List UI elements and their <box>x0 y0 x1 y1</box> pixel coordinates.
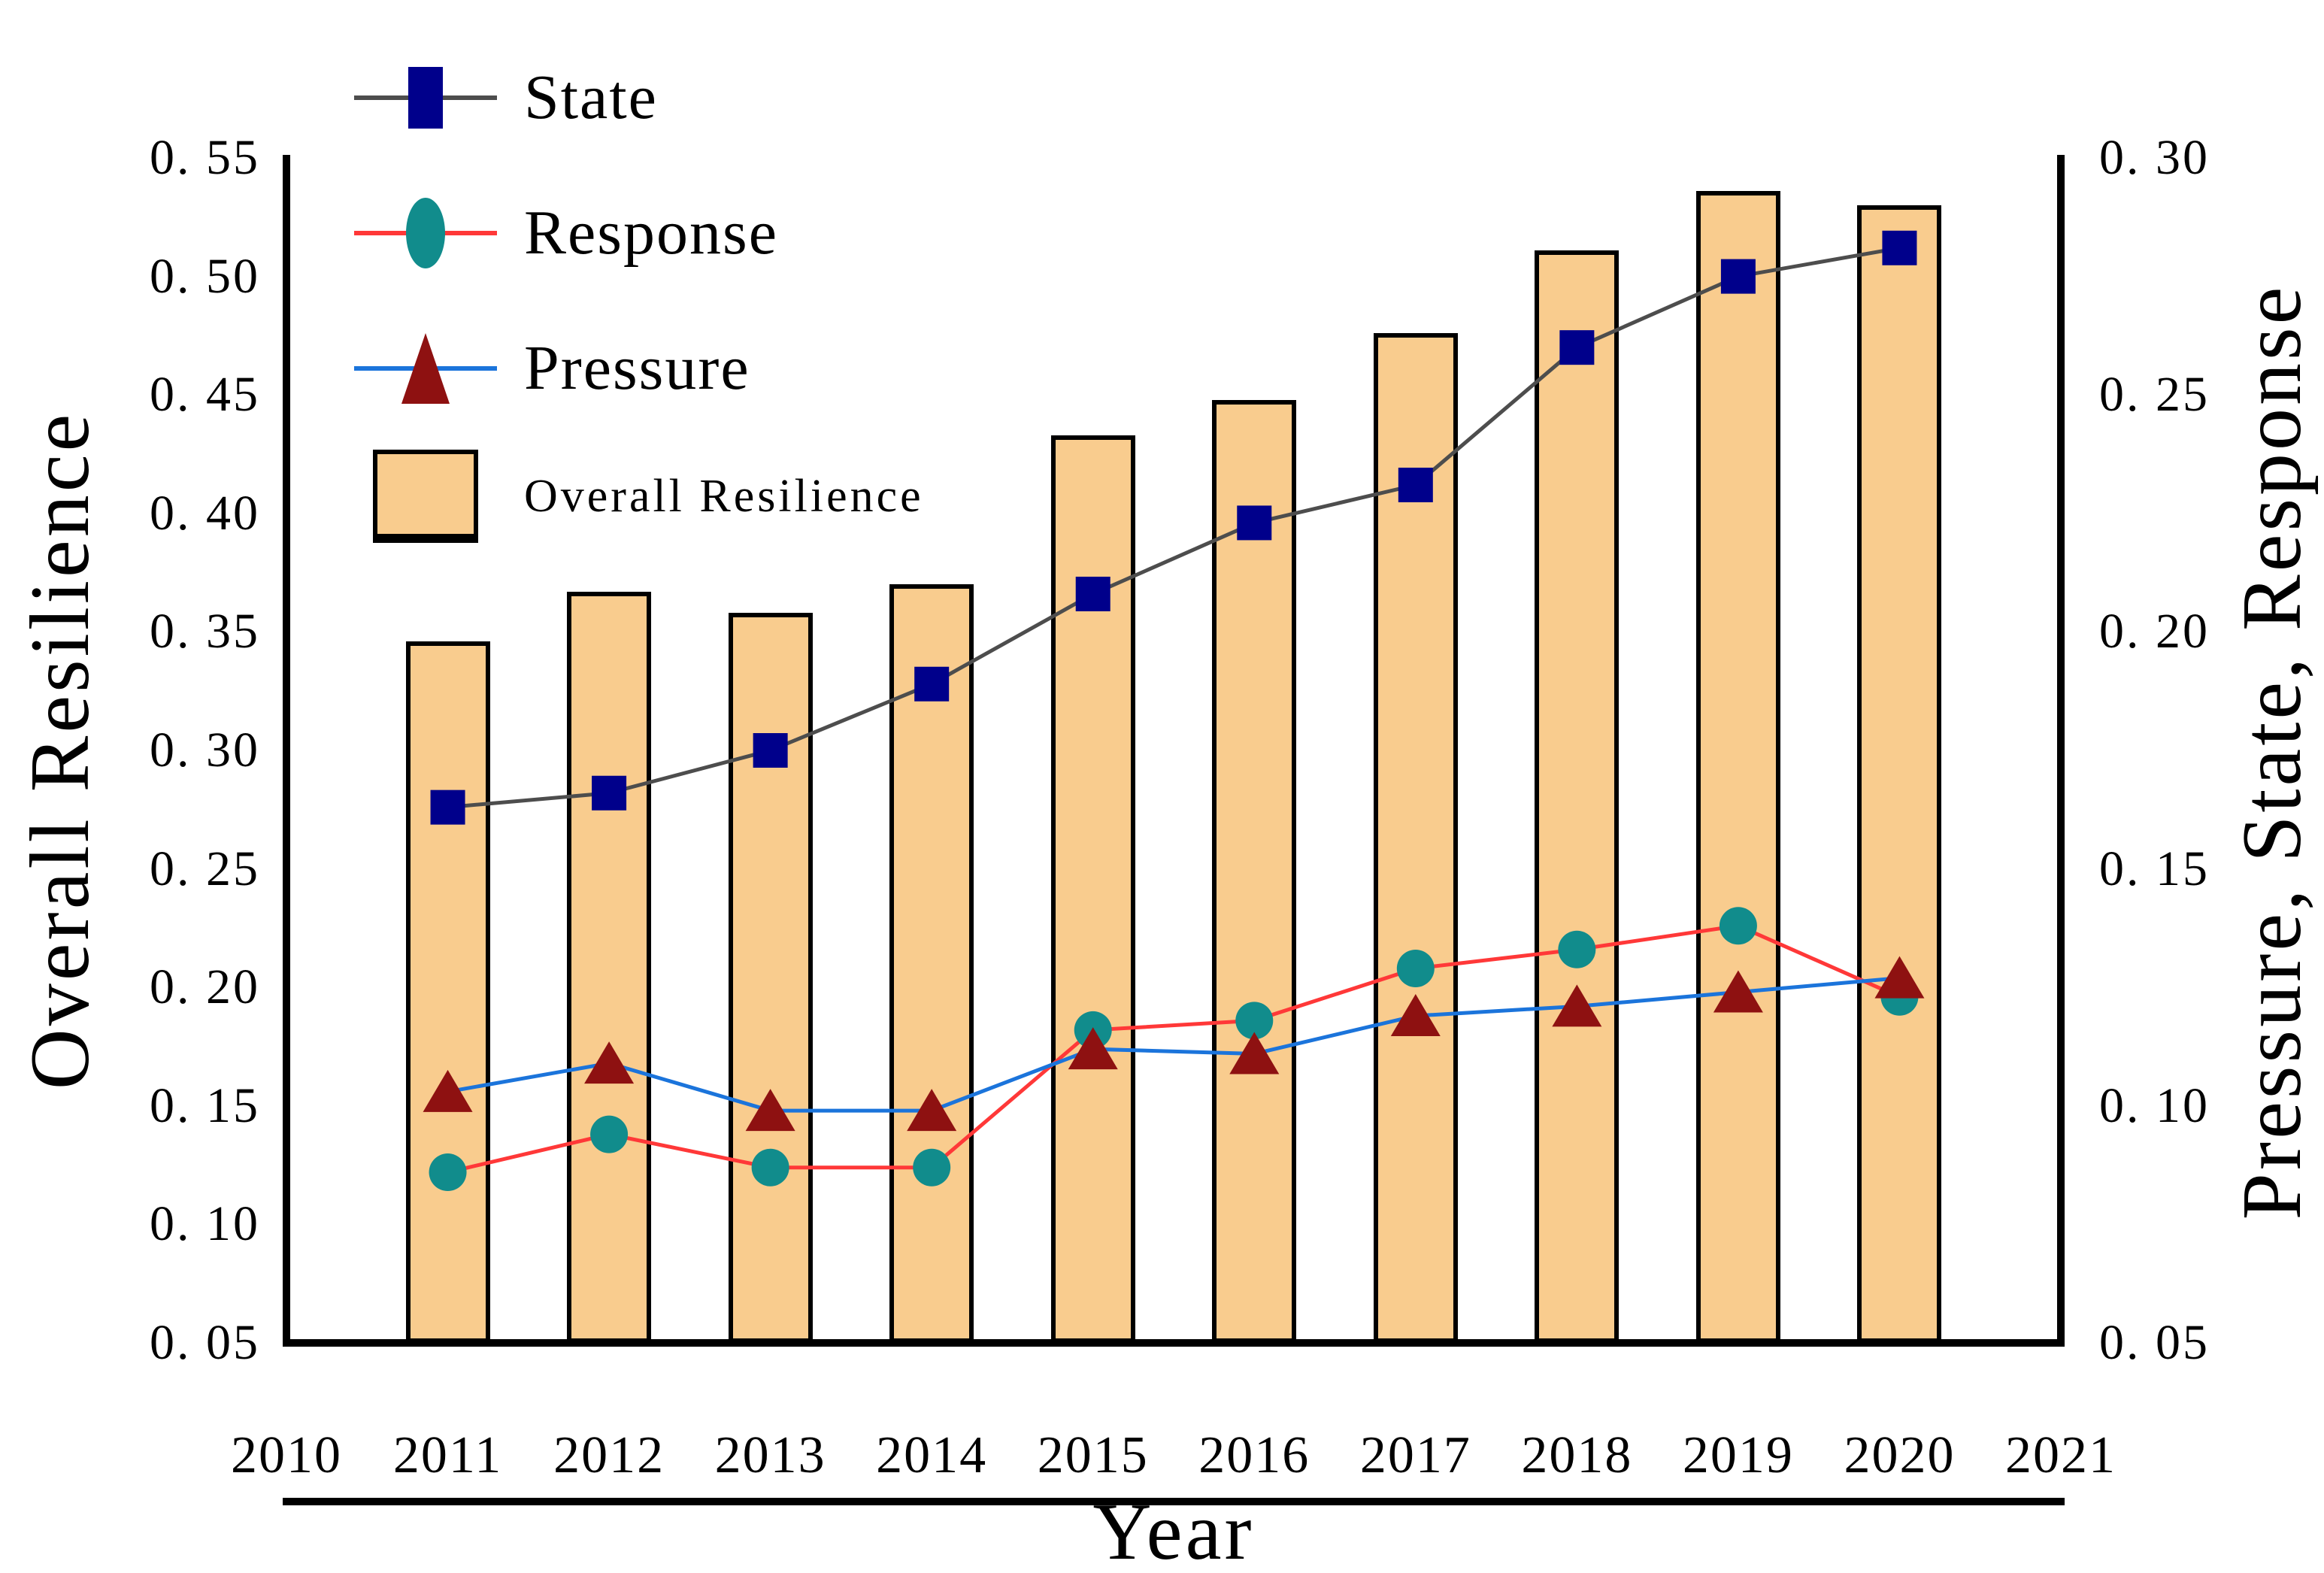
left-tick-0.10: 0. 10 <box>150 1196 260 1252</box>
bottom-axis-spine <box>283 1339 2065 1347</box>
x-axis-underline <box>283 1498 2065 1505</box>
right-tick-0.25: 0. 25 <box>2099 367 2210 423</box>
right-axis-spine <box>2057 155 2065 1347</box>
left-tick-0.55: 0. 55 <box>150 130 260 185</box>
x-tick-2020: 2020 <box>1844 1426 1956 1484</box>
state-marker-2014 <box>914 666 950 702</box>
left-tick-0.25: 0. 25 <box>150 841 260 896</box>
state-marker-2020 <box>1882 230 1917 265</box>
state-marker-2018 <box>1559 330 1595 365</box>
response-marker-2016 <box>1235 1002 1274 1040</box>
pressure-marker-2013 <box>745 1089 795 1132</box>
right-tick-0.10: 0. 10 <box>2099 1077 2210 1133</box>
bar-2019 <box>1696 191 1780 1343</box>
state-marker-2015 <box>1075 576 1110 611</box>
right-axis-title: Pressure, State, Response <box>2226 283 2319 1220</box>
x-tick-2015: 2015 <box>1037 1426 1149 1484</box>
pressure-marker-2020 <box>1874 956 1925 999</box>
left-tick-0.45: 0. 45 <box>150 367 260 423</box>
left-tick-0.40: 0. 40 <box>150 485 260 541</box>
response-marker-2011 <box>429 1153 467 1192</box>
x-axis-title: Year <box>1092 1487 1255 1573</box>
x-tick-2016: 2016 <box>1198 1426 1310 1484</box>
response-circle-icon <box>406 198 445 268</box>
state-marker-2013 <box>753 733 788 768</box>
left-tick-0.15: 0. 15 <box>150 1077 260 1133</box>
overall-resilience-swatch-icon <box>373 450 478 543</box>
left-tick-0.30: 0. 30 <box>150 723 260 777</box>
legend-item-pressure: Pressure <box>354 327 750 410</box>
state-line <box>447 246 1900 810</box>
bar-2016 <box>1212 400 1296 1343</box>
x-tick-2011: 2011 <box>392 1426 503 1484</box>
bar-2014 <box>889 584 974 1343</box>
state-marker-2012 <box>592 775 627 811</box>
pressure-triangle-icon <box>401 333 450 404</box>
bar-2020 <box>1857 205 1941 1343</box>
bar-2015 <box>1051 435 1135 1343</box>
legend-label-state: State <box>524 62 658 132</box>
pressure-marker-2017 <box>1390 994 1441 1037</box>
pressure-marker-2018 <box>1552 984 1602 1027</box>
left-tick-0.35: 0. 35 <box>150 604 260 659</box>
line-series-overlay <box>423 230 1925 1192</box>
bar-2018 <box>1535 250 1619 1343</box>
state-marker-2016 <box>1237 505 1272 541</box>
x-tick-2019: 2019 <box>1682 1426 1794 1484</box>
response-marker-2017 <box>1396 949 1435 987</box>
state-marker-2011 <box>430 790 465 825</box>
state-square-icon <box>408 67 443 129</box>
response-marker-2012 <box>590 1115 629 1153</box>
pressure-marker-2019 <box>1713 970 1763 1013</box>
legend-label-pressure: Pressure <box>524 333 750 403</box>
legend-label-overall-resilience: Overall Resilience <box>524 471 924 522</box>
pressure-line <box>447 976 1900 1113</box>
pressure-marker-2016 <box>1229 1032 1280 1074</box>
right-tick-0.05: 0. 05 <box>2099 1315 2210 1370</box>
right-tick-0.15: 0. 15 <box>2099 841 2210 896</box>
pressure-marker-2011 <box>423 1069 473 1112</box>
state-marker-2017 <box>1398 467 1433 502</box>
right-tick-0.20: 0. 20 <box>2099 604 2210 659</box>
state-marker-2019 <box>1720 259 1756 294</box>
legend-label-response: Response <box>524 198 778 268</box>
left-tick-0.20: 0. 20 <box>150 959 260 1015</box>
left-axis-title: Overall Resilience <box>14 411 107 1090</box>
x-tick-2017: 2017 <box>1359 1426 1471 1484</box>
response-marker-2018 <box>1558 930 1596 968</box>
x-tick-2010: 2010 <box>231 1426 342 1484</box>
x-tick-2018: 2018 <box>1521 1426 1633 1484</box>
x-tick-2014: 2014 <box>876 1426 988 1484</box>
x-tick-2021: 2021 <box>2005 1426 2116 1484</box>
x-tick-2013: 2013 <box>714 1426 826 1484</box>
plot-area <box>286 158 2061 1343</box>
response-line <box>447 923 1901 1174</box>
pressure-marker-2012 <box>584 1041 635 1084</box>
legend-item-response: Response <box>354 192 778 274</box>
response-marker-2014 <box>913 1148 951 1187</box>
pressure-marker-2014 <box>907 1089 957 1132</box>
bar-2011 <box>406 641 490 1343</box>
response-marker-2019 <box>1719 907 1757 945</box>
legend-item-state: State <box>354 56 658 139</box>
x-tick-2012: 2012 <box>553 1426 665 1484</box>
left-tick-0.50: 0. 50 <box>150 248 260 304</box>
pressure-marker-2015 <box>1068 1027 1118 1070</box>
response-marker-2013 <box>751 1148 789 1187</box>
left-axis-spine <box>283 155 290 1347</box>
right-tick-0.30: 0. 30 <box>2099 130 2210 185</box>
left-tick-0.05: 0. 05 <box>150 1315 260 1370</box>
legend-item-overall-resilience: Overall Resilience <box>354 450 924 543</box>
bar-2012 <box>567 592 651 1343</box>
